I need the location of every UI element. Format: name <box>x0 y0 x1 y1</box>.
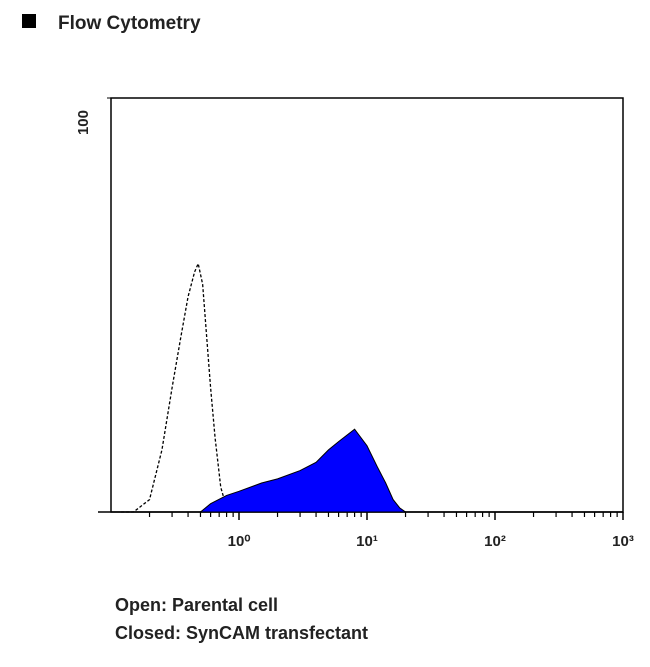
x-tick-label: 10¹ <box>356 533 378 550</box>
x-tick-label: 10² <box>484 533 506 550</box>
x-tick-label: 10⁰ <box>228 533 251 550</box>
filled-histogram <box>199 428 408 513</box>
y-tick-label: 100 <box>75 110 92 135</box>
x-tick-label: 10³ <box>612 533 634 550</box>
open-histogram <box>121 261 234 513</box>
legend-label: Open: Parental cell <box>115 595 278 615</box>
header-title: Flow Cytometry <box>58 13 201 34</box>
header-icon <box>22 14 36 28</box>
legend-label: Closed: SynCAM transfectant <box>115 623 368 643</box>
